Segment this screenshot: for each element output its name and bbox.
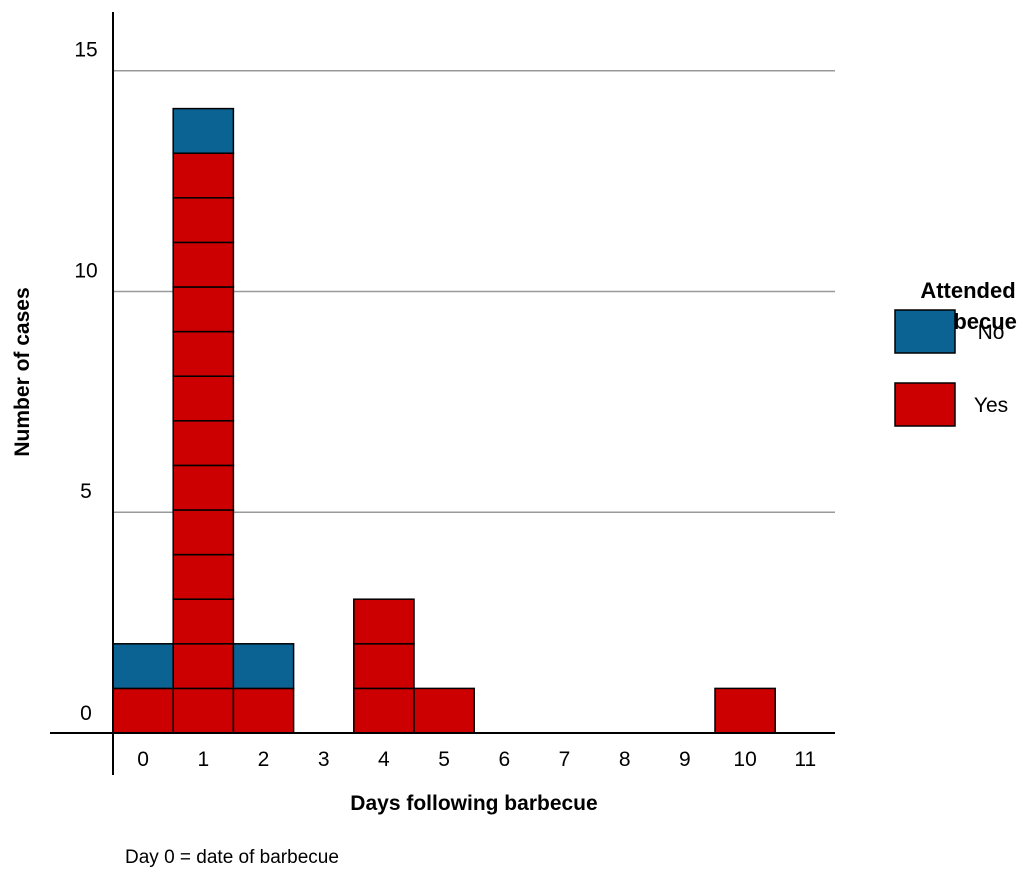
case-cell-yes — [172, 420, 235, 467]
legend: Attended barbecue No Yes — [894, 278, 1017, 427]
case-cell-yes — [172, 286, 235, 333]
case-cell-yes — [112, 687, 174, 734]
x-tick-label: 4 — [378, 748, 390, 771]
x-tick-label: 10 — [733, 748, 756, 771]
y-tick-labels: 0 5 10 15 — [74, 39, 97, 725]
case-cell-yes — [172, 553, 235, 600]
case-cell-yes — [413, 687, 475, 734]
case-cell-yes — [714, 687, 776, 734]
case-cell-yes — [353, 643, 415, 690]
x-tick-label: 1 — [197, 748, 209, 771]
case-cell-yes — [172, 375, 235, 422]
case-cell-yes — [172, 643, 235, 690]
x-tick-label: 11 — [794, 748, 816, 771]
y-tick-label: 10 — [74, 259, 97, 282]
x-tick-label: 3 — [318, 748, 330, 771]
case-cells — [112, 107, 776, 734]
x-tick-label: 6 — [498, 748, 510, 771]
case-cell-no — [112, 643, 174, 690]
legend-label-no: No — [978, 321, 1005, 344]
case-cell-yes — [172, 464, 235, 511]
footnote: Day 0 = date of barbecue — [125, 847, 339, 868]
x-tick-label: 2 — [258, 748, 270, 771]
x-tick-label: 7 — [559, 748, 571, 771]
x-tick-labels: 0 1 2 3 4 5 6 7 8 9 10 11 — [137, 748, 816, 771]
legend-title-line1: Attended — [920, 278, 1015, 303]
legend-swatch-yes — [894, 382, 956, 427]
case-cell-yes — [172, 197, 235, 244]
case-cell-no — [232, 643, 295, 690]
case-cell-yes — [172, 509, 235, 556]
y-tick-label: 15 — [74, 39, 97, 62]
x-tick-label: 5 — [438, 748, 450, 771]
y-tick-label: 0 — [80, 702, 92, 725]
y-tick-label: 5 — [80, 480, 92, 503]
y-axis-title: Number of cases — [11, 287, 34, 456]
case-cell-no — [172, 107, 235, 154]
legend-label-yes: Yes — [974, 394, 1008, 417]
case-cell-yes — [172, 330, 235, 377]
case-cell-yes — [353, 598, 415, 645]
case-cell-yes — [172, 241, 235, 288]
case-cell-yes — [172, 598, 235, 645]
legend-swatch-no — [894, 309, 956, 354]
x-axis-title: Days following barbecue — [350, 792, 597, 815]
x-tick-label: 8 — [619, 748, 631, 771]
x-tick-label: 9 — [679, 748, 691, 771]
axes — [50, 12, 835, 775]
case-cell-yes — [353, 687, 415, 734]
case-cell-yes — [172, 152, 235, 199]
x-tick-label: 0 — [137, 748, 149, 771]
case-cell-yes — [232, 687, 295, 734]
case-cell-yes — [172, 687, 235, 734]
